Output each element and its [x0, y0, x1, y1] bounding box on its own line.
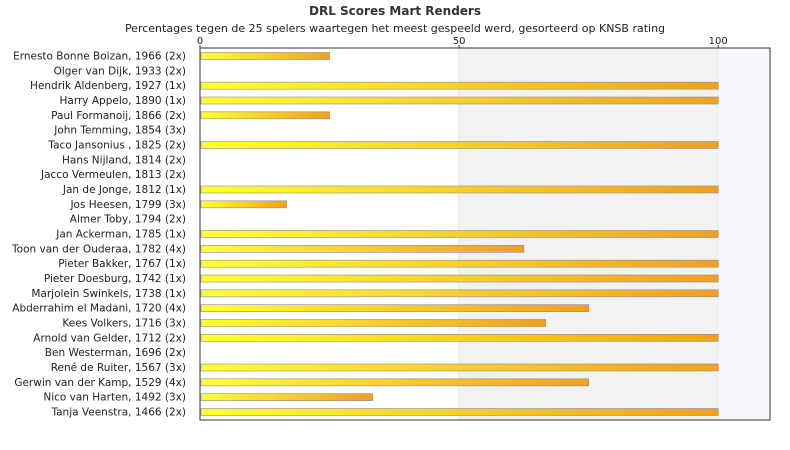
category-label: Tanja Veenstra, 1466 (2x) — [50, 407, 186, 419]
plot-band-right — [718, 48, 770, 420]
x-tick-label: 0 — [197, 36, 203, 47]
category-label: Kees Volkers, 1716 (3x) — [62, 318, 186, 330]
plot-frame — [199, 47, 771, 421]
x-tick-label: 50 — [453, 36, 466, 47]
category-label: Jan Ackerman, 1785 (1x) — [55, 229, 186, 241]
category-label: Olger van Dijk, 1933 (2x) — [54, 65, 186, 77]
bar — [200, 81, 719, 90]
category-label: Hans Nijland, 1814 (2x) — [62, 154, 186, 166]
category-label: Harry Appelo, 1890 (1x) — [60, 95, 186, 107]
category-label: John Temming, 1854 (3x) — [53, 125, 186, 137]
category-label: Gerwin van der Kamp, 1529 (4x) — [14, 377, 186, 389]
bar — [200, 200, 287, 209]
category-label: Nico van Harten, 1492 (3x) — [43, 392, 186, 404]
bar — [200, 334, 719, 342]
category-label: Arnold van Gelder, 1712 (2x) — [33, 332, 186, 344]
bar — [200, 289, 719, 298]
chart-title: DRL Scores Mart Renders — [309, 4, 481, 18]
category-label: Toon van der Ouderaa, 1782 (4x) — [11, 243, 186, 255]
bar — [200, 378, 589, 387]
category-label: Taco Jansonius , 1825 (2x) — [47, 140, 186, 152]
bar — [200, 304, 589, 312]
category-label: Abderrahim el Madani, 1720 (4x) — [12, 303, 186, 315]
category-label: Almer Toby, 1794 (2x) — [70, 214, 186, 226]
bar — [200, 96, 719, 105]
category-label: Ben Westerman, 1696 (2x) — [45, 347, 186, 359]
bar — [200, 274, 719, 283]
category-label: Pieter Bakker, 1767 (1x) — [58, 258, 186, 270]
bar — [200, 408, 719, 416]
bar — [200, 363, 719, 372]
bar — [200, 319, 546, 327]
chart-subtitle: Percentages tegen de 25 spelers waartege… — [124, 22, 666, 35]
x-tick-label: 100 — [709, 36, 728, 47]
bar — [200, 141, 719, 149]
category-label: Paul Formanoij, 1866 (2x) — [51, 110, 186, 122]
category-label: Pieter Doesburg, 1742 (1x) — [44, 273, 186, 285]
bar — [200, 259, 719, 268]
bar — [200, 245, 525, 253]
category-label: Ernesto Bonne Boizan, 1966 (2x) — [13, 51, 186, 63]
bar — [200, 52, 330, 60]
bar — [200, 111, 330, 120]
category-label: Jos Heesen, 1799 (3x) — [69, 199, 186, 211]
category-label: Hendrik Aldenberg, 1927 (1x) — [30, 80, 186, 92]
category-label: Marjolein Swinkels, 1738 (1x) — [31, 288, 186, 300]
category-label: Jacco Vermeulen, 1813 (2x) — [40, 169, 186, 181]
category-label: Jan de Jonge, 1812 (1x) — [62, 184, 186, 196]
bar — [200, 230, 719, 238]
bar — [200, 185, 719, 194]
bar — [200, 393, 373, 401]
category-label: René de Ruiter, 1567 (3x) — [51, 362, 186, 374]
